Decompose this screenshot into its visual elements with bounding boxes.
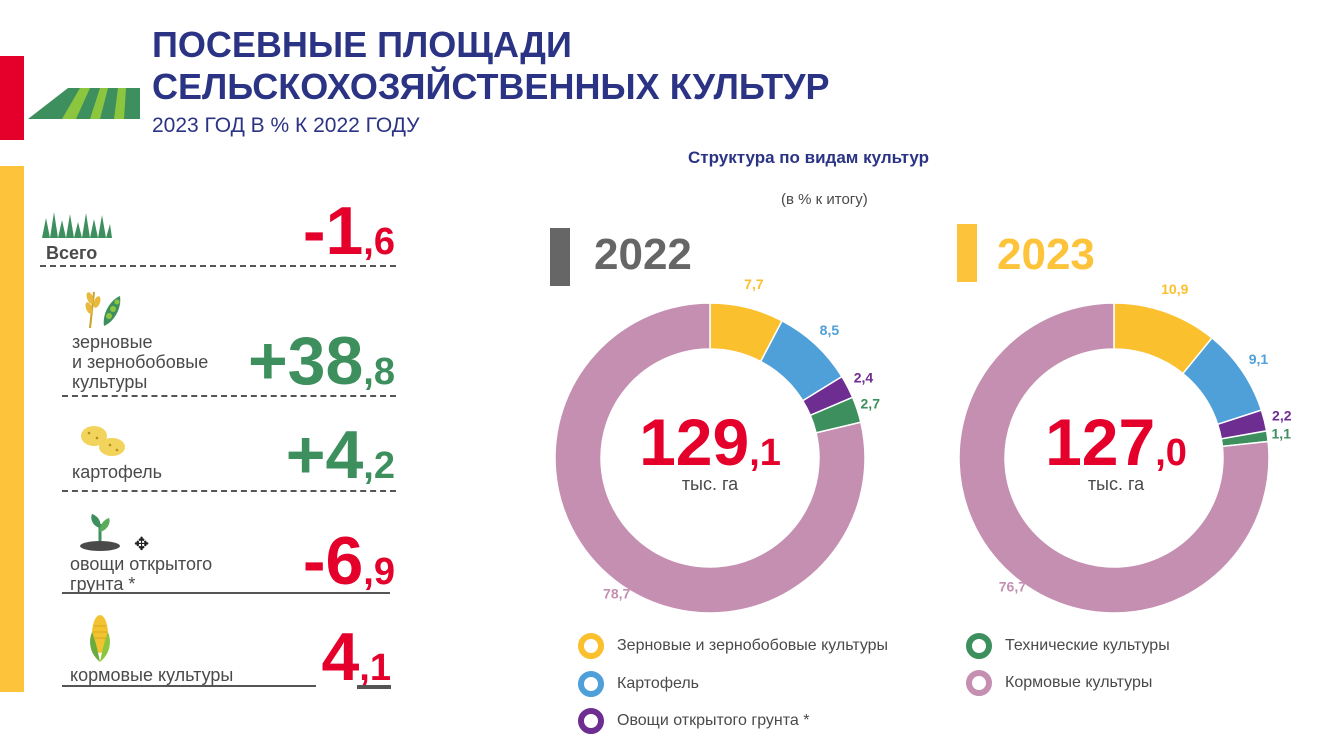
row-divider [62,592,390,594]
legend-dot-vegetables [578,708,604,734]
donut-2022-label-technical: 2,7 [861,395,881,411]
donut-2022-label-potato: 8,5 [820,322,840,338]
donut-2023-label-potato: 9,1 [1249,351,1269,367]
legend-dot-grain [578,633,604,659]
year-marker-2022 [550,228,570,286]
legend-label-fodder: Кормовые культуры [1005,674,1153,691]
legend-label-grain: Зерновые и зернобобовые культуры [617,637,889,654]
accent-bar-red [0,56,24,140]
change-value-potato: +4,2 [286,416,395,494]
change-value-vegetables-int: -6 [302,523,364,599]
change-label-vegetables-line2: грунта * [70,574,136,594]
center-unit-2023: тыс. га [1087,474,1145,494]
row-divider [62,685,316,687]
center-unit-2022: тыс. га [681,474,739,494]
change-value-vegetables-dec: ,9 [363,551,395,593]
center-total-2022-number: 129,1 [610,404,810,480]
year-label-2022: 2022 [594,230,692,279]
donut-2022-slice-fodder [554,302,866,614]
cursor-icon: ✥ [134,534,150,554]
change-label-grain-line3: культуры [72,372,148,392]
structure-subtitle: (в % к итогу) [781,191,868,208]
sprout-icon [80,514,120,551]
donut-2022-label-grain: 7,7 [744,276,764,292]
center-total-2023-number: 127,0 [1016,404,1216,480]
legend-item-technical: Технические культуры [966,633,1170,659]
change-value-potato-dec: ,2 [363,445,395,487]
title-line-2: СЕЛЬСКОХОЗЯЙСТВЕННЫХ КУЛЬТУР [152,66,830,107]
change-value-vegetables: -6,9 [303,522,395,600]
page-title: ПОСЕВНЫЕ ПЛОЩАДИ СЕЛЬСКОХОЗЯЙСТВЕННЫХ КУ… [152,24,829,108]
center-total-2023: 127,0 тыс. га [1016,404,1216,495]
center-total-2022-int: 129 [639,405,750,479]
donut-2022: 7,7 8,5 2,4 2,7 78,7 [554,276,881,614]
value-underline [357,685,391,689]
change-label-grain: зерновые и зернобобовые культуры [72,332,208,392]
row-divider [40,265,396,267]
donut-2022-label-fodder: 78,7 [603,586,630,602]
change-value-fodder-int: 4 [321,619,360,695]
change-label-vegetables: овощи открытого грунта * [70,554,212,594]
donut-2023-label-grain: 10,9 [1161,281,1188,297]
donut-2022-label-vegetables: 2,4 [854,370,874,386]
change-label-grain-line2: и зернобобовые [72,352,209,372]
change-value-potato-int: +4 [285,417,364,493]
potato-icon [81,426,125,456]
page-subtitle: 2023 ГОД В % К 2022 ГОДУ [152,114,420,137]
legend-item-vegetables: Овощи открытого грунта * [578,708,809,734]
year-marker-2023 [957,224,977,282]
change-label-fodder: кормовые культуры [70,665,234,685]
wheat-pea-icon [85,291,121,329]
legend-label-technical: Технические культуры [1005,637,1170,654]
legend-label-vegetables: Овощи открытого грунта * [617,712,810,729]
change-label-total: Всего [46,243,98,263]
structure-title: Структура по видам культур [688,148,929,167]
change-value-fodder-dec: ,1 [359,647,391,689]
legend-item-potato: Картофель [578,671,699,697]
center-total-2022-dec: ,1 [749,432,781,474]
change-value-total: -1,6 [303,192,395,270]
legend-dot-technical [966,633,992,659]
change-value-fodder: 4,1 [321,618,391,696]
change-value-total-dec: ,6 [363,221,395,263]
donut-2023: 10,9 9,1 2,21,1 76,7 [958,281,1292,614]
legend-label-potato: Картофель [617,675,700,692]
center-total-2023-int: 127 [1045,405,1156,479]
legend-item-fodder: Кормовые культуры [966,670,1152,696]
change-label-potato: картофель [72,462,163,482]
center-total-2023-dec: ,0 [1155,432,1187,474]
donut-2023-slice-fodder [958,302,1270,614]
change-value-total-int: -1 [302,193,364,269]
change-label-vegetables-line1: овощи открытого [70,554,213,574]
row-divider [62,490,396,492]
legend-dot-potato [578,671,604,697]
donut-2023-label-vegetables: 2,2 [1272,408,1292,424]
change-value-grain: +38,8 [248,322,395,400]
legend-item-grain: Зерновые и зернобобовые культуры [578,633,888,659]
row-divider [62,395,396,397]
center-total-2022: 129,1 тыс. га [610,404,810,495]
legend-dot-fodder [966,670,992,696]
grass-icon [42,212,112,238]
corn-icon [90,615,110,662]
change-value-grain-int: +38 [247,323,364,399]
title-line-1: ПОСЕВНЫЕ ПЛОЩАДИ [152,24,572,65]
donut-2023-label-fodder: 76,7 [999,579,1026,595]
field-icon [28,88,140,119]
change-label-grain-line1: зерновые [72,332,153,352]
year-label-2023: 2023 [997,230,1095,279]
donut-2023-label-technical: 1,1 [1272,425,1292,441]
change-value-grain-dec: ,8 [363,351,395,393]
accent-bar-yellow [0,166,24,692]
